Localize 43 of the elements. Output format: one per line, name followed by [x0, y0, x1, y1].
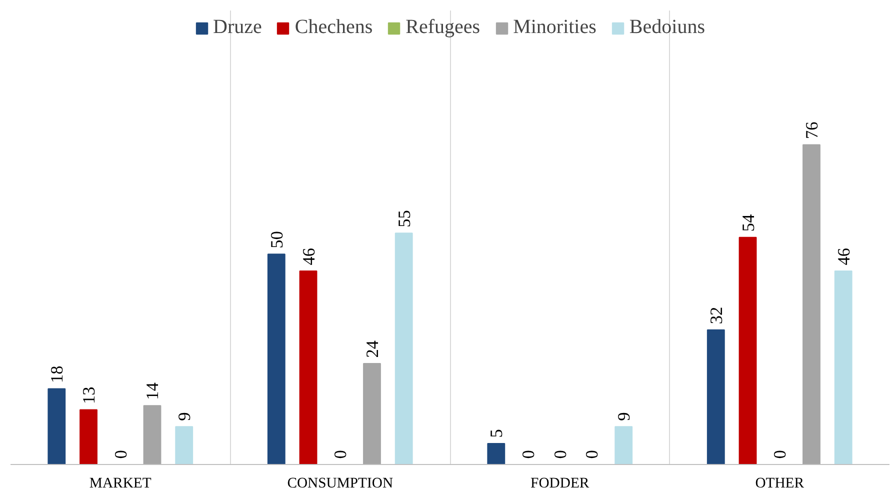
bar — [738, 236, 757, 464]
bar — [394, 232, 413, 464]
bar — [299, 270, 318, 464]
data-label: 18 — [48, 366, 67, 384]
legend-label: Druze — [213, 16, 262, 39]
bar — [706, 329, 725, 464]
bar — [80, 409, 98, 464]
bar — [143, 405, 162, 464]
data-label: 46 — [834, 248, 854, 266]
bar — [487, 442, 506, 464]
legend-label: Refugees — [406, 16, 480, 39]
data-label: 46 — [299, 248, 318, 266]
bar — [363, 363, 381, 464]
bar — [802, 144, 820, 464]
x-tick-label: OTHER — [755, 476, 804, 492]
data-label: 13 — [80, 386, 99, 404]
data-label: 76 — [802, 121, 822, 140]
data-label: 0 — [550, 450, 570, 459]
data-label: 50 — [267, 231, 286, 248]
x-tick-label: FODDER — [530, 476, 590, 492]
data-label: 0 — [582, 450, 602, 459]
data-label: 0 — [519, 450, 538, 459]
x-tick-label: CONSUMPTION — [287, 476, 394, 492]
data-label: 24 — [362, 340, 382, 358]
bar — [614, 426, 633, 464]
data-label: 14 — [143, 382, 162, 400]
x-tick-label: MARKET — [89, 476, 152, 492]
data-label: 32 — [706, 306, 726, 324]
data-label: 9 — [175, 412, 194, 421]
data-label: 9 — [614, 412, 634, 421]
data-label: 0 — [331, 450, 350, 459]
data-label: 54 — [738, 214, 758, 232]
data-label: 5 — [487, 429, 506, 438]
bar — [48, 388, 66, 464]
bar — [267, 254, 286, 464]
legend-label: Chechens — [294, 16, 373, 39]
legend-label: Minorities — [513, 16, 596, 39]
bar — [175, 426, 194, 464]
data-label: 0 — [770, 450, 790, 459]
legend-label: Bedoiuns — [629, 16, 705, 39]
data-label: 0 — [111, 450, 130, 459]
data-label: 55 — [394, 210, 414, 228]
bar — [834, 270, 852, 464]
